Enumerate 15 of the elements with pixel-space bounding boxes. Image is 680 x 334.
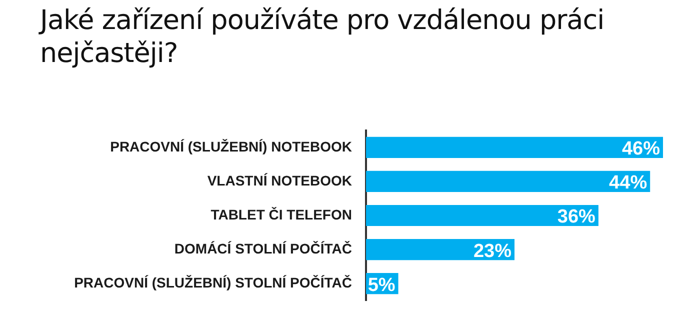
bar xyxy=(366,170,650,192)
y-tick-label: PRACOVNÍ (SLUŽEBNÍ) NOTEBOOK xyxy=(110,138,352,154)
bar xyxy=(366,136,663,158)
chart-title: Jaké zařízení používáte pro vzdálenou práci nejčastěji? xyxy=(40,4,606,70)
data-label: 5% xyxy=(368,274,396,296)
data-label: 36% xyxy=(557,206,596,228)
y-tick-label: PRACOVNÍ (SLUŽEBNÍ) STOLNÍ POČÍTAČ xyxy=(74,274,352,290)
bar xyxy=(366,238,514,260)
data-label: 46% xyxy=(622,138,660,160)
y-tick-label: VLASTNÍ NOTEBOOK xyxy=(207,172,352,188)
y-tick-label: TABLET ČI TELEFON xyxy=(210,206,352,222)
y-tick-label: DOMÁCÍ STOLNÍ POČÍTAČ xyxy=(174,240,352,256)
data-label: 44% xyxy=(609,172,648,194)
bar xyxy=(366,204,598,226)
data-label: 23% xyxy=(473,240,512,262)
